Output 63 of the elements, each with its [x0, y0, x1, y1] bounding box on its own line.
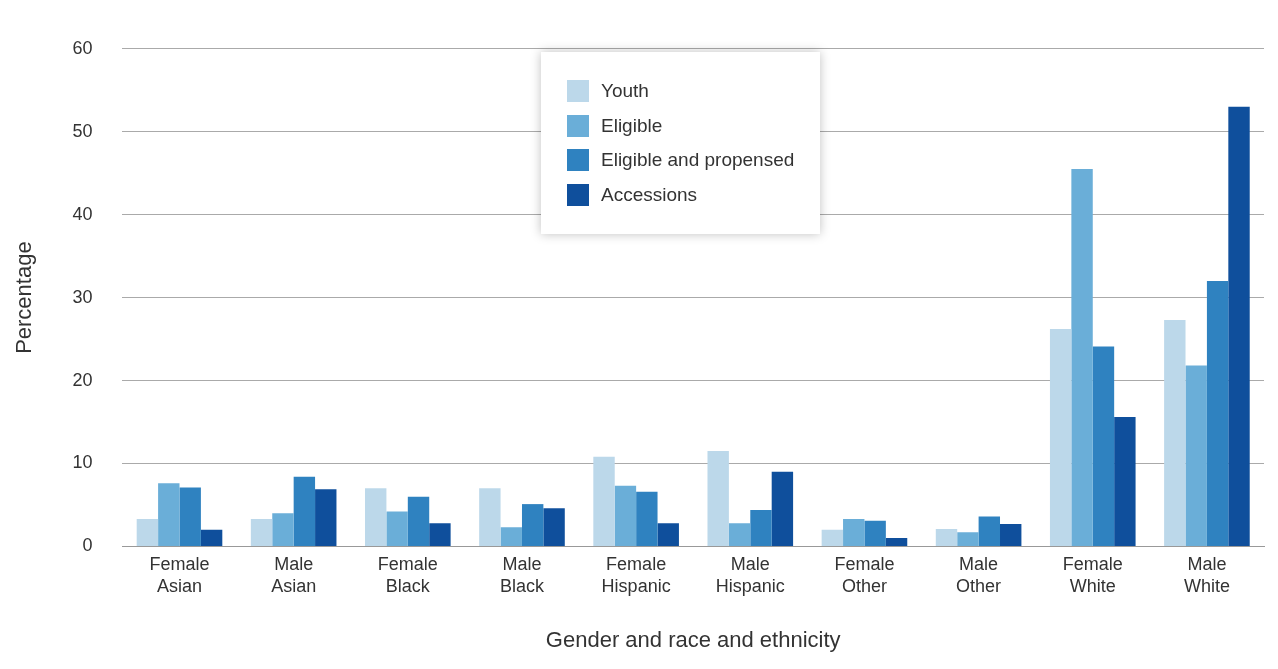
bar — [1092, 346, 1115, 546]
x-tick-label: Female Other — [834, 554, 895, 596]
bar — [657, 523, 679, 546]
legend-label: Eligible and propensed — [601, 149, 795, 172]
bar — [978, 516, 1001, 546]
bar — [158, 483, 180, 546]
x-tick-label: Female Black — [377, 554, 438, 596]
y-tick-label: 50 — [72, 120, 93, 141]
legend-label: Accessions — [601, 183, 698, 206]
legend-label: Youth — [601, 80, 649, 103]
bar — [500, 527, 522, 546]
bar — [1164, 319, 1186, 546]
bar — [821, 529, 844, 546]
x-tick-label: Male Asian — [271, 554, 317, 596]
bar — [479, 488, 501, 546]
bar — [315, 489, 337, 546]
bar — [200, 529, 223, 546]
bar — [957, 532, 979, 546]
bar — [293, 476, 316, 546]
x-tick-label: Male Black — [499, 554, 545, 596]
bar — [1071, 169, 1093, 546]
bar — [386, 511, 408, 546]
x-tick-label: Male Other — [956, 554, 1002, 596]
bar — [1206, 281, 1229, 546]
y-tick-label: 20 — [72, 369, 93, 390]
bar — [365, 488, 387, 546]
y-tick-label: 0 — [82, 535, 93, 556]
x-axis-title: Gender and race and ethnicity — [545, 626, 841, 652]
bar — [935, 528, 958, 546]
bar — [636, 491, 658, 546]
bar — [543, 508, 565, 546]
legend-label: Eligible — [601, 114, 663, 137]
bar — [864, 520, 886, 546]
y-tick-label: 10 — [72, 452, 93, 473]
x-tick-label: Male Hispanic — [715, 554, 785, 596]
y-tick-label: 30 — [72, 286, 93, 307]
y-axis-title: Percentage — [11, 241, 37, 354]
bar — [593, 456, 615, 546]
bar — [521, 504, 544, 546]
y-tick-label: 40 — [72, 203, 93, 224]
bar — [614, 485, 637, 546]
bar — [179, 487, 201, 546]
x-tick-label: Female White — [1062, 554, 1123, 596]
x-tick-label: Female Asian — [149, 554, 210, 596]
bar — [1228, 106, 1250, 546]
bar — [1114, 417, 1136, 546]
y-tick-label: 60 — [72, 37, 93, 58]
bar — [750, 509, 772, 546]
bar — [1049, 329, 1072, 546]
bar — [1185, 365, 1207, 546]
bar — [771, 471, 794, 546]
bar — [407, 496, 430, 546]
bar — [136, 519, 159, 546]
bar — [707, 451, 729, 546]
x-tick-label: Male White — [1183, 554, 1230, 596]
bar — [429, 523, 451, 546]
bar — [250, 519, 273, 546]
bar — [728, 523, 751, 546]
bar — [843, 519, 865, 546]
bar — [1000, 524, 1022, 546]
bar — [272, 513, 294, 546]
bar — [885, 538, 908, 546]
x-tick-label: Female Hispanic — [601, 554, 671, 596]
